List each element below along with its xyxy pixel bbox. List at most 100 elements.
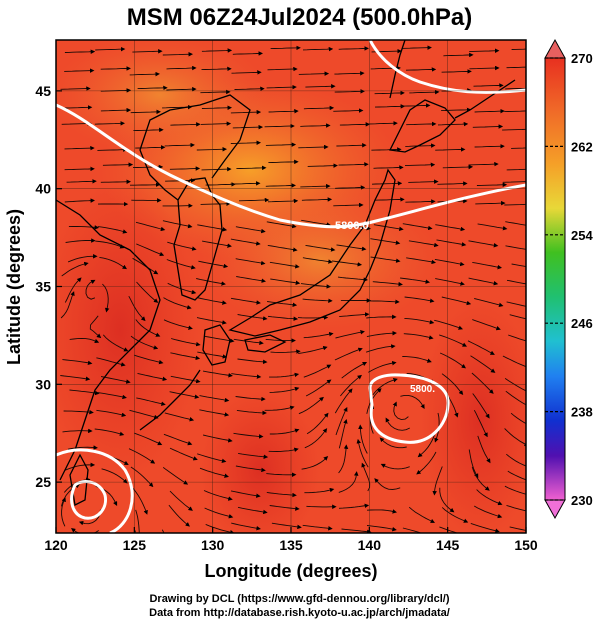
- streamline: [201, 166, 232, 172]
- streamline: [435, 147, 466, 152]
- streamline: [392, 401, 409, 421]
- streamline: [302, 524, 333, 531]
- streamline: [504, 378, 526, 392]
- streamline: [511, 147, 526, 149]
- streamline: [385, 417, 410, 431]
- streamline: [303, 364, 332, 378]
- streamline: [230, 140, 262, 146]
- streamline: [402, 356, 432, 363]
- streamline: [402, 223, 433, 231]
- streamline: [472, 261, 503, 270]
- streamline: [137, 372, 168, 382]
- streamline: [504, 110, 526, 113]
- colorbar-tick-label: 230: [571, 493, 593, 508]
- streamline: [96, 357, 126, 367]
- streamline: [339, 122, 371, 127]
- streamline: [170, 122, 201, 127]
- streamline: [271, 522, 302, 530]
- coastline-korea: [173, 177, 223, 301]
- streamline: [405, 199, 436, 204]
- streamline: [196, 297, 227, 305]
- height-contours: [56, 40, 526, 533]
- streamline: [373, 224, 404, 232]
- streamline: [169, 391, 200, 399]
- credit-data: Data from http://database.rish.kyoto-u.a…: [149, 607, 450, 619]
- streamline: [128, 448, 156, 464]
- streamline: [63, 409, 94, 415]
- streamline: [238, 452, 269, 459]
- colorbar-tick-label: 270: [571, 51, 593, 66]
- streamline: [97, 226, 128, 234]
- streamline: [475, 200, 506, 206]
- streamline: [401, 45, 432, 50]
- y-tick-label: 35: [35, 279, 51, 295]
- streamline: [64, 49, 96, 54]
- coastline-manchuria: [139, 94, 251, 201]
- streamline: [300, 123, 331, 128]
- streamline: [102, 283, 110, 313]
- streamline: [406, 257, 437, 265]
- coastline-taiwan: [69, 453, 89, 506]
- streamline: [432, 466, 443, 496]
- streamline: [366, 509, 397, 514]
- streamline: [205, 182, 236, 187]
- streamline: [102, 162, 134, 167]
- streamline: [230, 238, 261, 246]
- streamline: [477, 223, 508, 231]
- streamline: [303, 105, 335, 111]
- streamline: [67, 254, 98, 263]
- streamline: [265, 183, 297, 188]
- streamline: [470, 522, 500, 533]
- streamline: [132, 49, 163, 54]
- streamline: [134, 354, 164, 365]
- streamline: [200, 89, 231, 95]
- streamline: [60, 86, 91, 91]
- streamline: [199, 467, 229, 478]
- warm-anomaly-northwest: [56, 40, 270, 155]
- streamline: [301, 219, 332, 227]
- streamline: [338, 418, 348, 449]
- streamline: [69, 389, 100, 396]
- streamline: [265, 142, 297, 147]
- streamline: [64, 145, 95, 151]
- streamline: [371, 147, 402, 152]
- streamline: [230, 297, 261, 305]
- streamline: [162, 467, 189, 485]
- streamline: [305, 379, 332, 397]
- streamline: [367, 121, 398, 126]
- contour-northeast: [368, 40, 526, 94]
- streamline: [339, 312, 370, 318]
- streamline: [334, 89, 365, 94]
- streamline: [436, 239, 467, 247]
- streamline: [233, 432, 264, 439]
- streamline: [62, 359, 93, 366]
- streamline: [409, 89, 440, 95]
- streamline: [169, 166, 201, 171]
- streamline: [374, 197, 405, 202]
- streamline: [472, 319, 501, 331]
- streamline: [60, 291, 75, 319]
- streamline: [441, 373, 464, 396]
- streamline: [335, 330, 365, 339]
- streamline: [163, 297, 192, 310]
- streamline: [306, 504, 337, 510]
- streamline: [196, 317, 227, 325]
- streamline: [64, 277, 82, 303]
- y-axis-label: Latitude (degrees): [4, 209, 24, 365]
- streamline: [340, 374, 362, 397]
- streamline: [168, 504, 190, 527]
- streamline: [100, 179, 132, 185]
- streamline: [230, 490, 261, 498]
- streamline: [468, 449, 479, 479]
- streamline: [264, 405, 295, 411]
- streamline: [197, 351, 228, 359]
- contour-typhoon-east: [368, 373, 450, 444]
- streamline: [443, 52, 474, 58]
- coastline-kyushu: [202, 324, 231, 366]
- streamline: [506, 301, 526, 307]
- streamline: [400, 394, 425, 410]
- streamline: [472, 393, 490, 419]
- colorbar-tick-label: 238: [571, 405, 593, 420]
- streamline: [439, 526, 469, 533]
- streamline: [235, 258, 266, 266]
